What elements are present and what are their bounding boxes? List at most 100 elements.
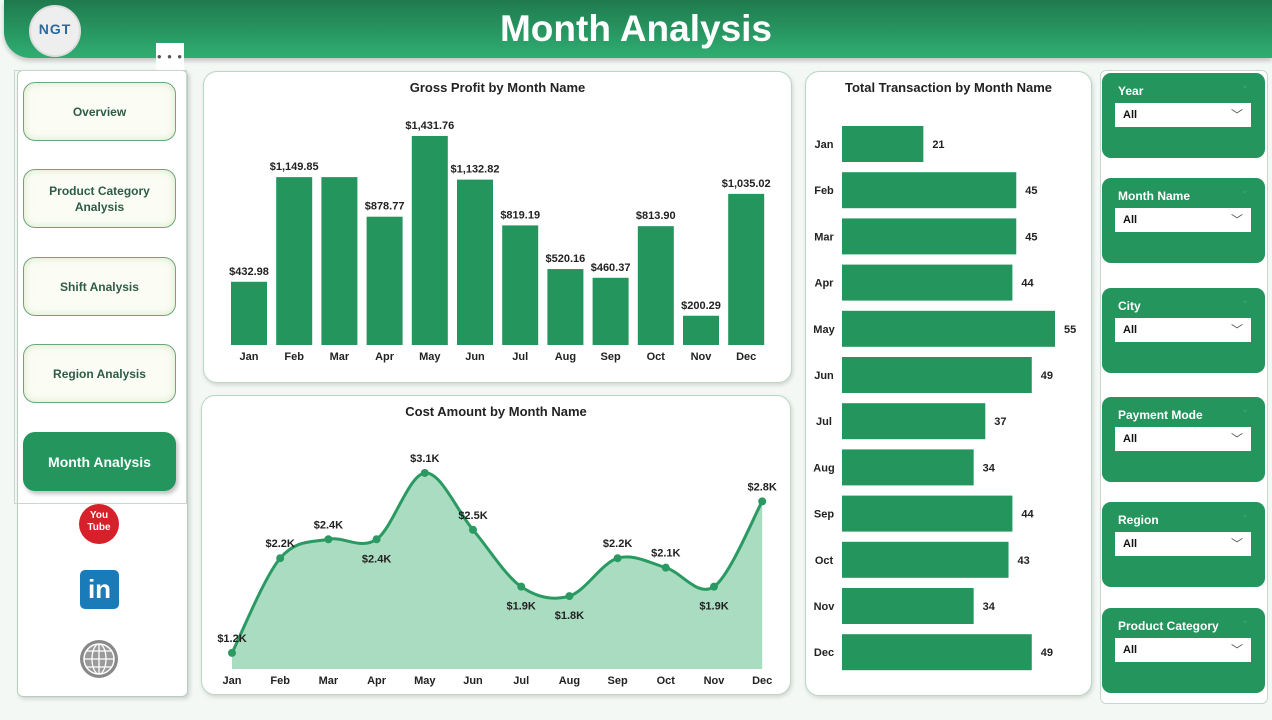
dropdown-value: All: [1123, 644, 1138, 656]
x-tick-label: May: [419, 351, 441, 363]
data-label: $2.4K: [314, 519, 343, 531]
x-tick-label: Mar: [319, 675, 339, 687]
data-point: [710, 582, 718, 591]
x-tick-label: Feb: [284, 351, 304, 363]
data-label: 55: [1064, 324, 1076, 336]
chart-title: Total Transaction by Month Name: [844, 80, 1053, 95]
area-fill: [232, 472, 763, 669]
data-label: 44: [1021, 509, 1034, 521]
collapse-chevron-icon[interactable]: ⌄: [1240, 295, 1249, 306]
series-line: [230, 471, 764, 654]
x-tick-label: Aug: [559, 675, 580, 687]
x-tick-label: Sep: [608, 675, 628, 687]
globe-icon[interactable]: [79, 639, 119, 679]
x-tick-label: Jun: [463, 675, 483, 687]
y-tick-label: Sep: [814, 509, 834, 521]
filter-dropdown[interactable]: All ﹀: [1115, 532, 1251, 556]
nav-group: [14, 70, 187, 504]
data-label: 49: [1041, 370, 1053, 382]
filter-dropdown[interactable]: All ﹀: [1115, 208, 1251, 232]
more-options-button[interactable]: • • •: [156, 43, 184, 71]
data-label: 45: [1025, 231, 1037, 243]
collapse-chevron-icon[interactable]: ⌄: [1240, 509, 1249, 520]
filter-year: Year ⌄ All ﹀: [1102, 73, 1265, 158]
data-label: $1,431.76: [405, 120, 454, 132]
cost-amount-chart: Cost Amount by Month Name $1.2K Jan $2.2K F…: [201, 395, 791, 695]
collapse-chevron-icon[interactable]: ⌄: [1240, 80, 1249, 91]
collapse-chevron-icon[interactable]: ⌄: [1240, 615, 1249, 626]
bar-oct: [637, 226, 674, 345]
data-label: $819.19: [500, 209, 540, 221]
nav-shift-analysis[interactable]: Shift Analysis: [23, 257, 176, 316]
x-tick-label: Jul: [512, 351, 528, 363]
filter-dropdown[interactable]: All ﹀: [1115, 103, 1251, 127]
chevron-down-icon: ﹀: [1230, 213, 1243, 227]
data-point: [758, 497, 767, 506]
bar-jul: [502, 225, 539, 345]
data-label: $2.2K: [603, 538, 632, 550]
data-label: $878.77: [365, 201, 405, 213]
data-label: $2.1K: [651, 548, 680, 560]
data-label: $200.29: [681, 300, 721, 312]
filter-dropdown[interactable]: All ﹀: [1115, 638, 1251, 662]
data-label: 44: [1021, 278, 1034, 290]
x-tick-label: Apr: [367, 675, 387, 687]
chart-title: Cost Amount by Month Name: [405, 404, 587, 419]
filter-label: Month Name: [1118, 189, 1190, 203]
data-point: [228, 648, 236, 657]
nav-overview[interactable]: Overview: [23, 82, 176, 141]
y-tick-label: Jun: [814, 370, 834, 382]
data-point: [372, 535, 381, 544]
data-label: $1.9K: [507, 601, 536, 613]
linkedin-text: in: [87, 574, 112, 604]
chevron-down-icon: ﹀: [1230, 643, 1243, 657]
logo-text: NGT: [38, 21, 72, 37]
data-point: [420, 468, 429, 477]
x-tick-label: Mar: [330, 351, 350, 363]
x-tick-label: Oct: [657, 675, 676, 687]
y-tick-label: Nov: [814, 601, 836, 613]
bar-feb: [276, 177, 313, 345]
x-tick-label: Jan: [223, 675, 242, 687]
bar-aug: [842, 449, 974, 486]
nav-product-category-analysis[interactable]: Product Category Analysis: [23, 169, 176, 228]
filter-label: Payment Mode: [1118, 408, 1203, 422]
linkedin-icon[interactable]: in: [80, 570, 119, 609]
filter-dropdown[interactable]: All ﹀: [1115, 427, 1251, 451]
data-label: $3.1K: [410, 453, 439, 465]
bar-nov: [683, 315, 719, 345]
company-logo: NGT: [29, 5, 81, 57]
data-label: $1.2K: [217, 633, 246, 645]
youtube-icon[interactable]: You Tube: [79, 504, 119, 544]
bar-feb: [842, 172, 1017, 209]
nav-month-analysis[interactable]: Month Analysis: [23, 432, 176, 491]
data-label: $1.8K: [555, 610, 584, 622]
data-label: 34: [983, 462, 996, 474]
x-tick-label: Sep: [601, 351, 621, 363]
bar-jun: [457, 179, 493, 345]
dropdown-value: All: [1123, 109, 1138, 121]
filter-label: Region: [1118, 513, 1159, 527]
chevron-down-icon: ﹀: [1230, 432, 1243, 446]
filter-label: Product Category: [1118, 619, 1219, 633]
bar-jun: [842, 357, 1032, 393]
collapse-chevron-icon[interactable]: ⌄: [1240, 404, 1249, 415]
data-point: [613, 554, 622, 563]
gross-profit-chart: Gross Profit by Month Name $432.98 Jan $1,…: [203, 71, 792, 383]
filter-dropdown[interactable]: All ﹀: [1115, 318, 1251, 342]
x-tick-label: Jan: [240, 351, 259, 363]
data-label: $2.2K: [266, 538, 295, 550]
bar-dec: [842, 634, 1032, 671]
bar-jan: [842, 126, 924, 162]
bar-nov: [842, 588, 974, 624]
bar-apr: [366, 216, 403, 345]
y-tick-label: Jan: [815, 139, 834, 151]
bar-apr: [842, 264, 1013, 301]
x-tick-label: Jun: [465, 351, 485, 363]
youtube-text: You Tube: [87, 510, 111, 533]
collapse-chevron-icon[interactable]: ⌄: [1240, 185, 1249, 196]
data-point: [661, 563, 670, 572]
nav-region-analysis[interactable]: Region Analysis: [23, 344, 176, 403]
data-label: $432.98: [229, 266, 269, 278]
data-point: [517, 582, 526, 591]
